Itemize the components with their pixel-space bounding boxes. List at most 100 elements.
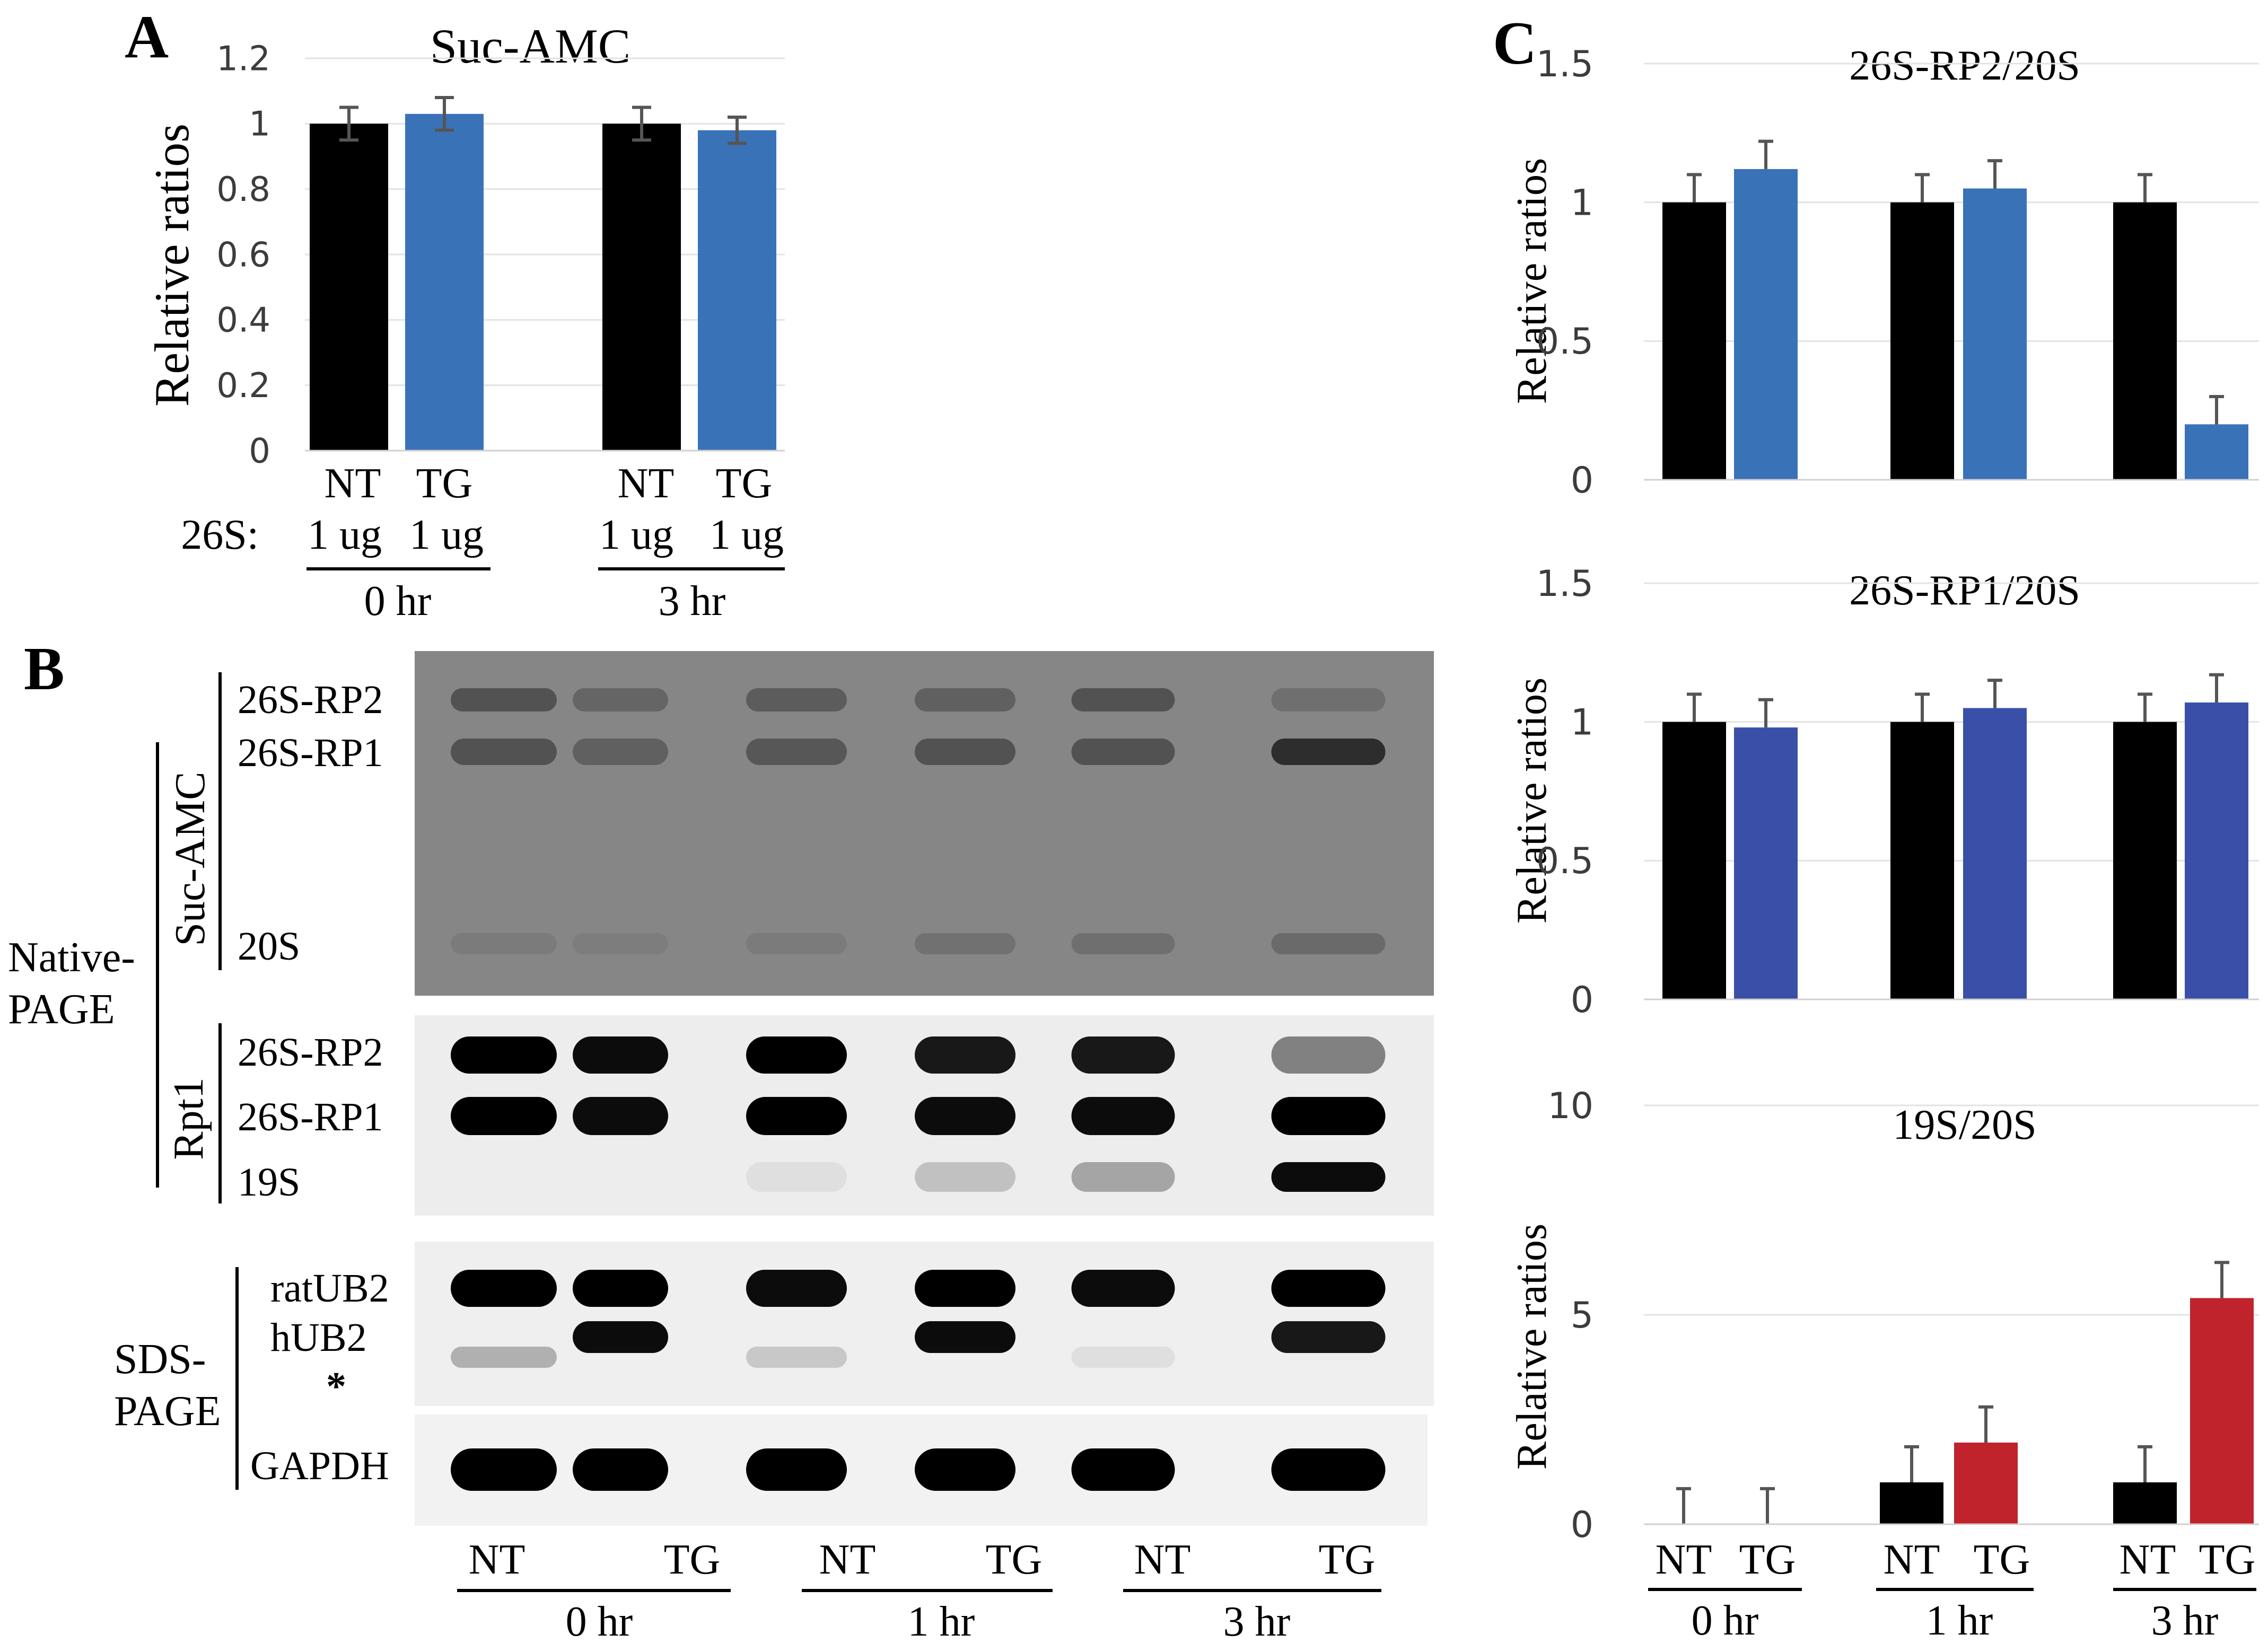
bar-tg-5: [2185, 424, 2248, 480]
ub-band-rat-lane-1: [451, 1270, 557, 1307]
bar-tg-3: [1963, 708, 2027, 999]
y-tick-label: 0: [1571, 979, 1593, 1021]
suc-band-rp2-lane-5: [1071, 688, 1175, 711]
rpt1-band-rp1-lane-4: [915, 1097, 1015, 1135]
blot-lane-nt-1hr: NT: [819, 1536, 876, 1583]
ub-band-rat-lane-2: [573, 1270, 668, 1307]
chart-c2-plot: 0 0.5 1 1.5: [1536, 563, 2259, 1021]
chart-a-lane-tg-2: TG: [716, 460, 773, 507]
rpt1-band-rp2-lane-4: [915, 1036, 1015, 1074]
chart-c-lane-tg-3hr: TG: [2199, 1536, 2256, 1583]
suc-band-rp1-lane-4: [915, 739, 1015, 765]
chart-c-lane-nt-0hr: NT: [1656, 1536, 1712, 1583]
y-tick-label: 0: [1571, 1504, 1593, 1546]
y-tick-label: 0: [249, 432, 270, 471]
suc-band-rp2-lane-3: [746, 688, 847, 711]
y-tick-label: 0: [1571, 460, 1593, 502]
y-tick-label: 0.8: [216, 170, 270, 209]
rpt1-band-19s-lane-3: [746, 1162, 847, 1192]
chart-c-lane-nt-3hr: NT: [2120, 1536, 2176, 1583]
sds-band-ratub2: ratUB2: [270, 1266, 389, 1311]
gapdh-band-lane-6: [1271, 1448, 1386, 1491]
chart-a-amount-2: 1 ug: [409, 512, 484, 558]
rpt1-band-19s-lane-5: [1071, 1162, 1175, 1192]
suc-band-rp2-lane-1: [451, 688, 557, 711]
chart-a-title: Suc-AMC: [430, 19, 631, 73]
suc-band-20s-lane-4: [915, 933, 1015, 954]
y-tick-label: 0.6: [216, 235, 270, 275]
y-tick-label: 1.5: [1536, 43, 1593, 85]
suc-amc-blot-label: Suc-AMC: [167, 772, 214, 946]
y-tick-label: 1.2: [216, 39, 270, 78]
ub-band-rat-lane-4: [915, 1270, 1015, 1307]
panel-c-letter: C: [1493, 10, 1537, 77]
suc-band-20s-lane-2: [573, 933, 668, 954]
chart-c-group-0hr: 0 hr: [1692, 1597, 1759, 1643]
chart-a-ylabel: Relative ratios: [145, 124, 199, 407]
sds-band-hub2: hUB2: [270, 1315, 367, 1360]
suc-band-rp1-lane-1: [451, 739, 557, 765]
chart-c-lane-nt-1hr: NT: [1884, 1536, 1940, 1583]
rpt1-band-rp2-lane-6: [1271, 1036, 1386, 1074]
suc-band-20s-lane-5: [1071, 933, 1175, 954]
bar-nt-4: [2113, 202, 2177, 480]
gapdh-band-lane-5: [1071, 1448, 1175, 1491]
chart-c-group-3hr: 3 hr: [2151, 1597, 2219, 1643]
bar-tg-5: [2190, 1298, 2254, 1524]
suc-band-rp1-lane-3: [746, 739, 847, 765]
bar-tg-1: [405, 113, 484, 451]
suc-band-26s-rp1: 26S-RP1: [238, 731, 383, 775]
bar-nt-2: [1890, 202, 1954, 480]
suc-band-rp2-lane-2: [573, 688, 668, 711]
suc-band-20s: 20S: [238, 924, 300, 969]
ub-band-h-lane-4: [915, 1321, 1015, 1353]
y-tick-label: 5: [1571, 1295, 1593, 1337]
blot-gapdh: [415, 1414, 1428, 1526]
chart-a-row-label: 26S:: [181, 512, 259, 558]
gapdh-band-lane-3: [746, 1448, 847, 1491]
bar-tg-1: [1734, 169, 1798, 480]
y-tick-label: 1: [249, 105, 270, 144]
rpt1-band-19s-lane-6: [1271, 1162, 1386, 1192]
rpt1-band-rp1-lane-2: [573, 1097, 668, 1135]
chart-c2-ylabel: Relative ratios: [1509, 678, 1555, 924]
suc-band-rp1-lane-2: [573, 739, 668, 765]
blot-lane-tg-0hr: TG: [664, 1536, 721, 1583]
bar-tg-3: [1963, 188, 2027, 480]
bar-nt-4: [2113, 1482, 2177, 1524]
sds-band-asterisk: *: [326, 1364, 346, 1409]
ub-band-star-lane-5: [1071, 1347, 1175, 1368]
chart-c2-title: 26S-RP1/20S: [1849, 567, 2080, 614]
chart-a-xaxis: NT TG NT TG 26S: 1 ug 1 ug 1 ug 1 ug 0 h…: [181, 460, 785, 625]
panel-b-letter: B: [24, 635, 65, 702]
chart-a-lane-tg-1: TG: [416, 460, 473, 507]
suc-band-rp1-lane-6: [1271, 739, 1386, 765]
chart-a-plot: 0 0.2 0.4 0.6 0.8 1 1.2: [216, 39, 785, 471]
bar-nt-2: [1880, 1482, 1943, 1524]
gapdh-band-lane-2: [573, 1448, 668, 1491]
suc-band-20s-lane-1: [451, 933, 557, 954]
panel-a: A Suc-AMC Relative ratios 0 0.2 0.4 0.6 0.8 1…: [125, 3, 785, 625]
native-page-label-line1: Native-: [8, 934, 135, 981]
ub-band-star-lane-3: [746, 1347, 847, 1368]
rpt1-band-26s-rp2: 26S-RP2: [238, 1030, 383, 1075]
chart-a-amount-1: 1 ug: [308, 512, 382, 558]
rpt1-band-rp1-lane-3: [746, 1097, 847, 1135]
blot-lane-tg-3hr: TG: [1319, 1536, 1376, 1583]
chart-c1-plot: 0 0.5 1 1.5: [1536, 43, 2259, 502]
blot-group-3hr: 3 hr: [1223, 1598, 1291, 1643]
bar-nt-4: [2113, 722, 2177, 999]
gapdh-band-lane-1: [451, 1448, 557, 1491]
rpt1-band-19s: 19S: [238, 1160, 300, 1205]
rpt1-band-rp2-lane-5: [1071, 1036, 1175, 1074]
sds-band-gapdh: GAPDH: [250, 1444, 389, 1488]
suc-band-20s-lane-3: [746, 933, 847, 954]
sds-page-label-line2: PAGE: [114, 1388, 221, 1435]
blot-lane-nt-3hr: NT: [1134, 1536, 1191, 1583]
chart-a-lane-nt-1: NT: [325, 460, 381, 507]
chart-c-group-1hr: 1 hr: [1926, 1597, 1993, 1643]
chart-c1-title: 26S-RP2/20S: [1849, 42, 2080, 89]
chart-a-lane-nt-2: NT: [618, 460, 675, 507]
suc-band-rp2-lane-6: [1271, 688, 1386, 711]
